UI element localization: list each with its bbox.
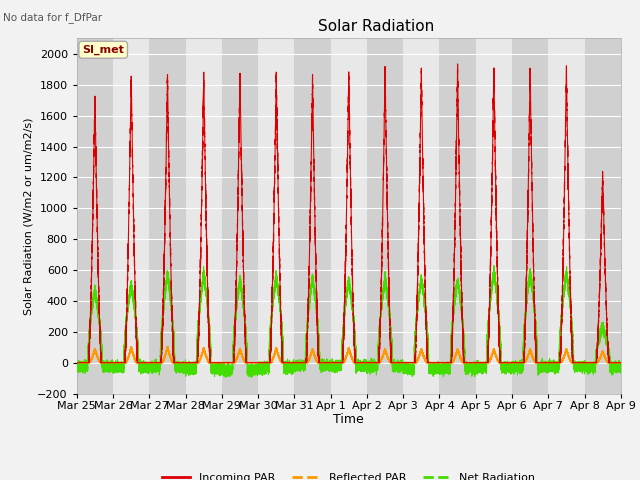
Bar <box>186 38 222 394</box>
Bar <box>77 38 113 394</box>
Bar <box>476 38 512 394</box>
Bar <box>331 38 367 394</box>
Bar <box>113 38 149 394</box>
Bar <box>512 38 548 394</box>
Legend: Incoming PAR, Reflected PAR, Net Radiation: Incoming PAR, Reflected PAR, Net Radiati… <box>157 468 540 480</box>
Text: SI_met: SI_met <box>82 45 124 55</box>
Bar <box>258 38 294 394</box>
Bar <box>548 38 584 394</box>
Bar <box>584 38 621 394</box>
Bar <box>403 38 440 394</box>
Bar <box>149 38 186 394</box>
Y-axis label: Solar Radiation (W/m2 or um/m2/s): Solar Radiation (W/m2 or um/m2/s) <box>23 117 33 315</box>
Text: No data for f_DfPar: No data for f_DfPar <box>3 12 102 23</box>
Title: Solar Radiation: Solar Radiation <box>318 20 434 35</box>
X-axis label: Time: Time <box>333 413 364 426</box>
Bar <box>367 38 403 394</box>
Bar <box>440 38 476 394</box>
Bar <box>294 38 331 394</box>
Bar <box>222 38 258 394</box>
